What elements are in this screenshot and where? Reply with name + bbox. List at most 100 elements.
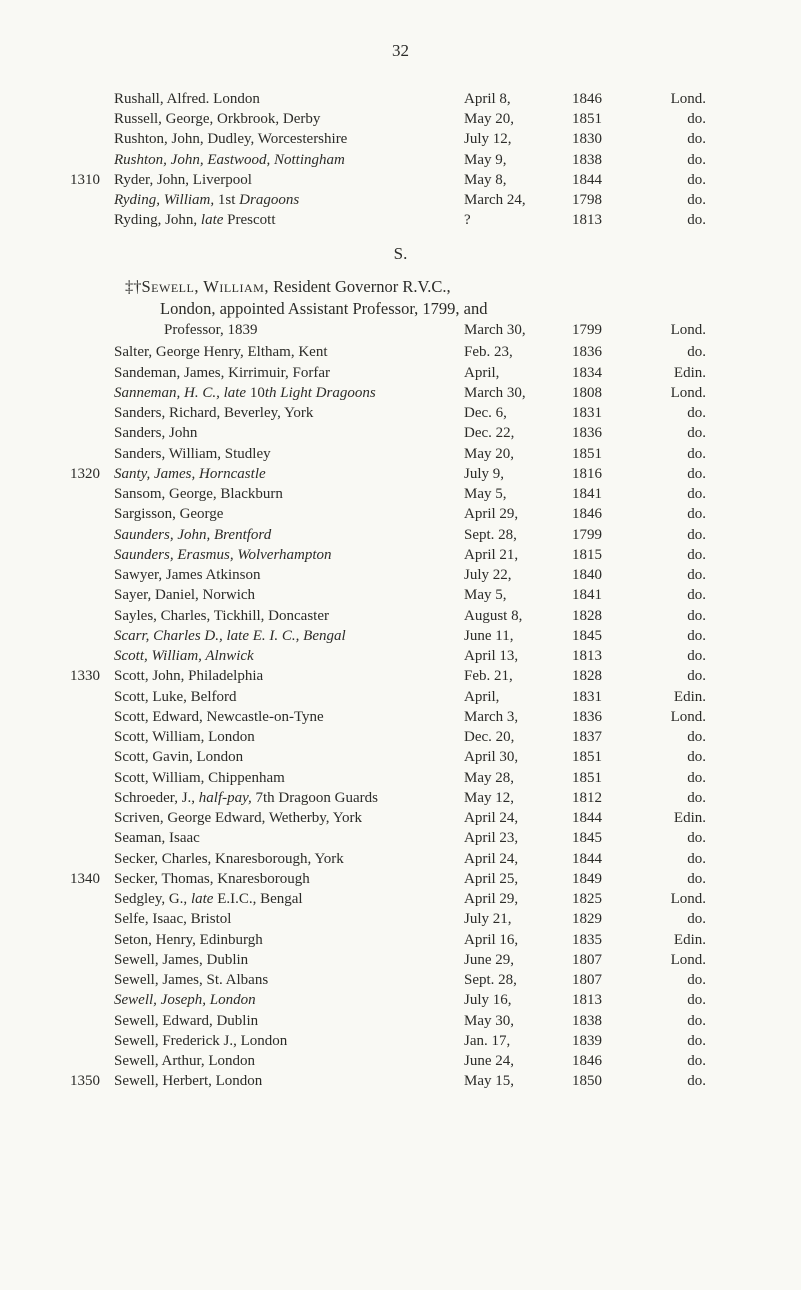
entry-year: 1829 (572, 909, 617, 929)
entry-location: do. (621, 828, 706, 848)
entry-location: do. (621, 646, 706, 666)
entry-year: 1846 (572, 504, 617, 524)
entry-location: Lond. (621, 383, 706, 403)
entry-index (70, 545, 110, 565)
entry-location: Edin. (621, 808, 706, 828)
entry-name: Seaman, Isaac (114, 828, 454, 848)
entry-location: do. (621, 970, 706, 990)
entry-year: 1844 (572, 170, 617, 190)
entry-year: 1834 (572, 363, 617, 383)
entry-name: Sanders, William, Studley (114, 444, 454, 464)
entry-name: Scott, William, Alnwick (114, 646, 454, 666)
entry-year: 1851 (572, 768, 617, 788)
entry-name: Sayles, Charles, Tickhill, Doncaster (114, 606, 454, 626)
entry-date: April, (458, 363, 568, 383)
directory-entry: 1320Santy, James, HorncastleJuly 9,1816d… (70, 464, 731, 484)
entry-location: do. (621, 444, 706, 464)
entry-year: 1813 (572, 646, 617, 666)
entry-date: April 23, (458, 828, 568, 848)
entry-name: Ryder, John, Liverpool (114, 170, 454, 190)
entry-year: 1844 (572, 849, 617, 869)
entry-year: 1813 (572, 210, 617, 230)
entries-block-main: Salter, George Henry, Eltham, KentFeb. 2… (70, 342, 731, 1091)
entry-year: 1846 (572, 1051, 617, 1071)
entry-name: Scarr, Charles D., late E. I. C., Bengal (114, 626, 454, 646)
entry-year: 1836 (572, 707, 617, 727)
directory-entry: Sargisson, GeorgeApril 29,1846do. (70, 504, 731, 524)
heading-line-1: ‡†Sewell, William, Resident Governor R.V… (70, 276, 731, 298)
entry-index (70, 320, 110, 340)
entry-index (70, 768, 110, 788)
entry-year: 1837 (572, 727, 617, 747)
entry-name: Ryding, John, late Prescott (114, 210, 454, 230)
entry-date: March 3, (458, 707, 568, 727)
entry-location: do. (621, 666, 706, 686)
entry-location: do. (621, 1031, 706, 1051)
entry-index (70, 828, 110, 848)
directory-entry: 1310Ryder, John, LiverpoolMay 8,1844do. (70, 170, 731, 190)
section-letter: S. (70, 243, 731, 266)
entry-location: do. (621, 1011, 706, 1031)
entry-name: Sewell, Joseph, London (114, 990, 454, 1010)
entry-index (70, 190, 110, 210)
entry-location: do. (621, 210, 706, 230)
entry-location: do. (621, 342, 706, 362)
directory-entry: Sewell, James, St. AlbansSept. 28,1807do… (70, 970, 731, 990)
directory-entry: Sayles, Charles, Tickhill, DoncasterAugu… (70, 606, 731, 626)
entry-year: 1830 (572, 129, 617, 149)
entry-date: ? (458, 210, 568, 230)
entry-location: do. (621, 545, 706, 565)
entry-index (70, 909, 110, 929)
entry-location: do. (621, 747, 706, 767)
entry-year: 1851 (572, 444, 617, 464)
entry-year: 1807 (572, 950, 617, 970)
entry-location: do. (621, 464, 706, 484)
entry-index (70, 646, 110, 666)
entry-date: March 30, (458, 383, 568, 403)
entry-location: do. (621, 585, 706, 605)
entry-location: do. (621, 1071, 706, 1091)
entry-name: Rushton, John, Dudley, Worcestershire (114, 129, 454, 149)
entry-year: 1798 (572, 190, 617, 210)
entry-location: do. (621, 403, 706, 423)
entry-index (70, 109, 110, 129)
entry-location: Lond. (621, 89, 706, 109)
entry-date: August 8, (458, 606, 568, 626)
directory-entry: Sedgley, G., late E.I.C., BengalApril 29… (70, 889, 731, 909)
directory-entry: Rushton, John, Dudley, WorcestershireJul… (70, 129, 731, 149)
entry-name: Scott, Luke, Belford (114, 687, 454, 707)
entry-date: May 28, (458, 768, 568, 788)
entry-name: Secker, Charles, Knaresborough, York (114, 849, 454, 869)
directory-entry: Ryding, William, 1st DragoonsMarch 24,17… (70, 190, 731, 210)
directory-entry: Saunders, John, BrentfordSept. 28,1799do… (70, 525, 731, 545)
entry-index: 1350 (70, 1071, 110, 1091)
entry-index (70, 403, 110, 423)
directory-entry: Rushton, John, Eastwood, NottinghamMay 9… (70, 150, 731, 170)
directory-entry: Saunders, Erasmus, WolverhamptonApril 21… (70, 545, 731, 565)
entry-date: April 25, (458, 869, 568, 889)
entry-year: 1812 (572, 788, 617, 808)
page-number: 32 (70, 40, 731, 63)
entry-date: May 30, (458, 1011, 568, 1031)
entry-year: 1813 (572, 990, 617, 1010)
entry-name: Sansom, George, Blackburn (114, 484, 454, 504)
entry-location: do. (621, 909, 706, 929)
entry-index (70, 585, 110, 605)
entry-index (70, 342, 110, 362)
entry-location: Lond. (621, 320, 706, 340)
entry-date: April 30, (458, 747, 568, 767)
entry-location: do. (621, 109, 706, 129)
directory-entry: Seton, Henry, EdinburghApril 16,1835Edin… (70, 930, 731, 950)
entry-location: do. (621, 504, 706, 524)
entry-index (70, 808, 110, 828)
entry-location: do. (621, 565, 706, 585)
entry-name: Sewell, Frederick J., London (114, 1031, 454, 1051)
entry-index (70, 606, 110, 626)
entry-year: 1808 (572, 383, 617, 403)
entry-date: Feb. 21, (458, 666, 568, 686)
entry-index (70, 788, 110, 808)
entry-location: do. (621, 525, 706, 545)
directory-entry: Ryding, John, late Prescott?1813do. (70, 210, 731, 230)
entry-index: 1330 (70, 666, 110, 686)
heading-line-3: Professor, 1839 March 30, 1799 Lond. (70, 320, 731, 340)
